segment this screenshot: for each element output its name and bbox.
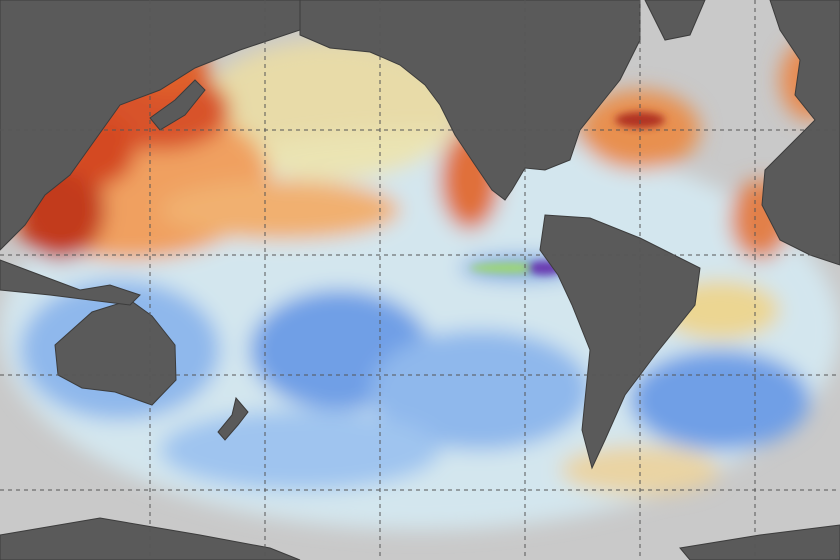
antarctica-east (679, 524, 840, 560)
europe-africa (761, 0, 840, 266)
south-america (539, 214, 701, 470)
indonesia (0, 259, 141, 306)
greenland (644, 0, 706, 41)
new-zealand (217, 396, 249, 441)
australia (54, 299, 177, 406)
